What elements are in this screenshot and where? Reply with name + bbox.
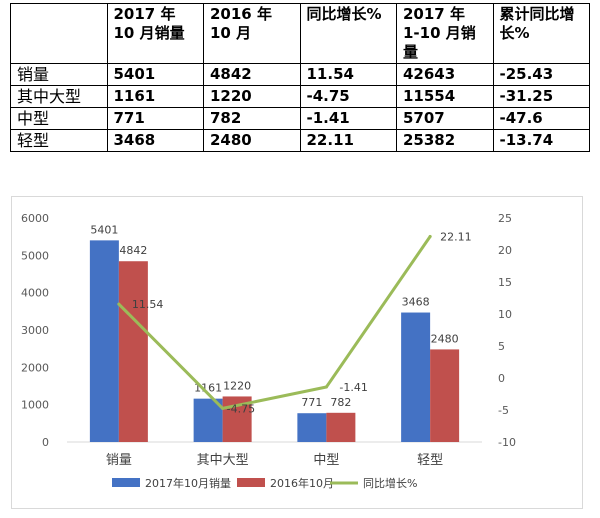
line-series — [117, 234, 432, 410]
header-cell-oct-2016: 2016 年 10 月 — [203, 3, 301, 64]
table-cell: 1220 — [203, 85, 301, 108]
table-cell: 2480 — [203, 129, 301, 152]
bar-value-label: 4842 — [119, 244, 147, 257]
combo-chart: 0 1000 2000 3000 4000 5000 6000 -10 -5 0 5 10 15 20 25… — [21, 212, 516, 490]
line-point — [428, 234, 432, 238]
line-value-label: -1.41 — [339, 381, 367, 394]
table-cell: 11554 — [396, 85, 494, 108]
table-cell: 771 — [106, 107, 204, 130]
table-header-row: 2017 年 10 月销量 2016 年 10 月 同比增长% 2017 年 1… — [10, 3, 590, 64]
bar — [297, 413, 327, 442]
bar — [89, 240, 119, 442]
header-cell-empty — [10, 3, 108, 64]
right-axis-tick-label: -10 — [498, 436, 516, 449]
header-cell-yoy: 同比增长% — [299, 3, 397, 64]
x-axis-category-label: 销量 — [106, 453, 132, 468]
table-cell: -47.6 — [492, 107, 590, 130]
legend-swatch — [237, 478, 265, 487]
table-cell: 782 — [203, 107, 301, 130]
bar — [193, 398, 223, 442]
table-row-label: 轻型 — [10, 129, 108, 152]
table-cell: 25382 — [396, 129, 494, 152]
line-point — [221, 406, 225, 410]
table-cell: 5401 — [106, 63, 204, 86]
legend-swatch — [112, 478, 140, 487]
table-cell: 3468 — [106, 129, 204, 152]
right-axis-tick-label: 20 — [498, 244, 512, 257]
left-axis-tick-label: 0 — [42, 436, 49, 449]
table-cell: 11.54 — [299, 63, 397, 86]
header-cell-ytd-2017: 2017 年 1-10 月销量 — [396, 3, 494, 64]
x-axis-category-label: 其中大型 — [197, 453, 249, 468]
legend-label: 2016年10月 — [270, 476, 334, 490]
table-row-label: 销量 — [10, 63, 108, 86]
left-axis-tick-label: 3000 — [21, 324, 49, 337]
left-axis-tick-label: 6000 — [21, 212, 49, 225]
legend-label: 同比增长% — [363, 476, 417, 490]
table-cell: 1161 — [106, 85, 204, 108]
bar-value-label: 782 — [330, 396, 351, 409]
table-cell: -31.25 — [492, 85, 590, 108]
left-axis-tick-label: 2000 — [21, 361, 49, 374]
bar-value-label: 1220 — [223, 379, 251, 392]
bar-value-label: 771 — [301, 396, 322, 409]
left-axis-tick-label: 4000 — [21, 287, 49, 300]
right-axis-tick-label: 25 — [498, 212, 512, 225]
table-row: 其中大型 1161 1220 -4.75 11554 -31.25 — [10, 85, 590, 108]
table-cell: 42643 — [396, 63, 494, 86]
line-point — [117, 302, 121, 306]
table-cell: 4842 — [203, 63, 301, 86]
chart-frame: 0 1000 2000 3000 4000 5000 6000 -10 -5 0 5 10 15 20 25… — [11, 196, 583, 509]
left-axis-tick-label: 5000 — [21, 249, 49, 262]
table-row: 轻型 3468 2480 22.11 25382 -13.74 — [10, 129, 590, 152]
table-cell: -4.75 — [299, 85, 397, 108]
header-cell-oct-2017: 2017 年 10 月销量 — [106, 3, 204, 64]
table-cell: 5707 — [396, 107, 494, 130]
line-value-label: 22.11 — [440, 230, 472, 243]
table-cell: -1.41 — [299, 107, 397, 130]
table-row: 销量 5401 4842 11.54 42643 -25.43 — [10, 63, 590, 86]
line-value-label: -4.75 — [227, 402, 255, 415]
bar — [430, 349, 460, 442]
table-row-label: 其中大型 — [10, 85, 108, 108]
table-row: 中型 771 782 -1.41 5707 -47.6 — [10, 107, 590, 130]
table-row-label: 中型 — [10, 107, 108, 130]
right-axis-tick-label: -5 — [498, 404, 509, 417]
sales-table: 2017 年 10 月销量 2016 年 10 月 同比增长% 2017 年 1… — [10, 3, 590, 152]
right-axis-tick-label: 0 — [498, 372, 505, 385]
line-value-label: 11.54 — [132, 298, 164, 311]
header-cell-ytd-yoy: 累计同比增长% — [492, 3, 590, 64]
line-point — [324, 385, 328, 389]
legend-label: 2017年10月销量 — [145, 476, 231, 490]
bar — [326, 412, 356, 442]
bar — [401, 312, 431, 442]
x-axis-category-label: 中型 — [313, 453, 339, 468]
x-axis-category-label: 轻型 — [417, 453, 443, 468]
bar-value-label: 5401 — [90, 223, 118, 236]
right-axis-tick-label: 10 — [498, 308, 512, 321]
bar-value-label: 2480 — [431, 332, 459, 345]
table-cell: 22.11 — [299, 129, 397, 152]
bar-value-label: 3468 — [402, 296, 430, 309]
table-cell: -25.43 — [492, 63, 590, 86]
left-axis-tick-label: 1000 — [21, 399, 49, 412]
right-axis-tick-label: 15 — [498, 276, 512, 289]
bar — [118, 261, 148, 442]
table-cell: -13.74 — [492, 129, 590, 152]
right-axis-tick-label: 5 — [498, 340, 505, 353]
